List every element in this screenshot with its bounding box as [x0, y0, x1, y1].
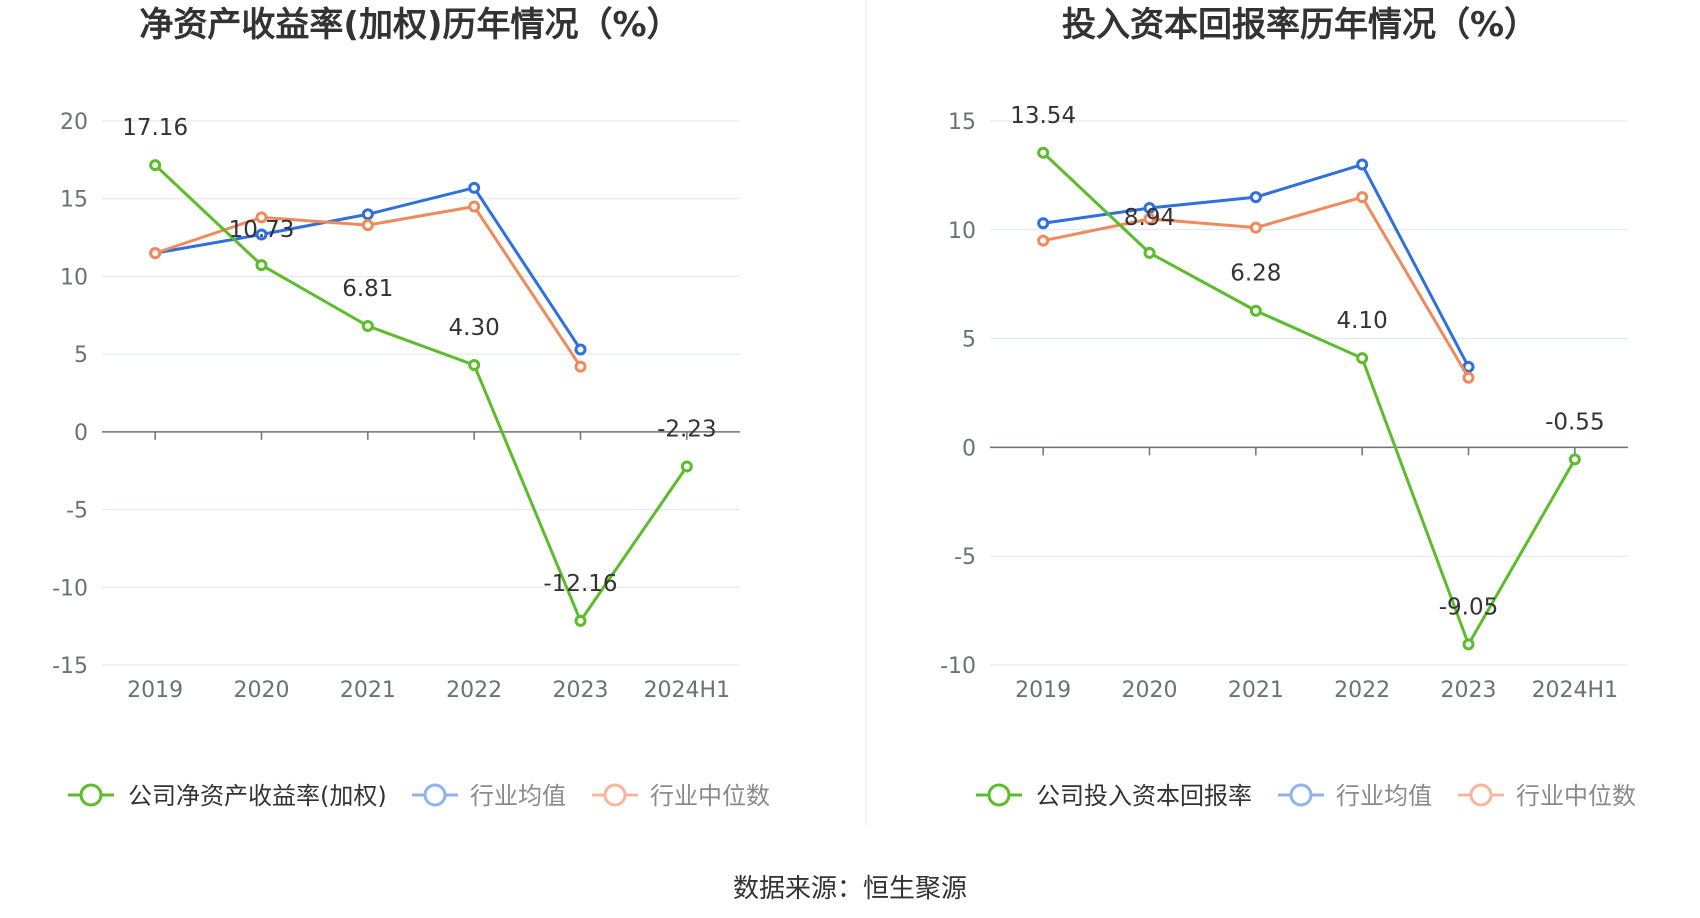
data-point [1568, 453, 1581, 466]
y-tick-label: 5 [74, 343, 88, 368]
x-tick-label: 2019 [127, 678, 183, 703]
data-label: 6.81 [342, 276, 393, 302]
data-label: 13.54 [1010, 103, 1076, 129]
data-point [149, 247, 162, 260]
data-point [1143, 202, 1156, 215]
y-tick-label: 10 [60, 265, 88, 290]
y-tick-label: 0 [962, 436, 976, 461]
data-point [255, 228, 268, 241]
data-point [680, 460, 693, 473]
data-point [1462, 371, 1475, 384]
legend-item-label: 行业均值 [470, 782, 566, 810]
x-tick-label: 2024H1 [1532, 678, 1619, 703]
legend-marker [987, 783, 1011, 807]
data-source-note: 数据来源：恒生聚源 [732, 874, 967, 904]
data-point [361, 320, 374, 333]
data-point [1143, 246, 1156, 259]
data-point [361, 208, 374, 221]
data-point [1249, 304, 1262, 317]
chart-1: 净资产收益率(加权)历年情况（%） -15 -10 -5 0 5 10 15 20 2019 202… [52, 5, 770, 810]
chart-2: 投入资本回报率历年情况（%） -10 -5 0 5 10 15 2019 2020 2021 202… [940, 5, 1636, 810]
data-point [1462, 360, 1475, 373]
x-tick-label: 2021 [1228, 678, 1284, 703]
data-point [468, 359, 481, 372]
data-label: 4.10 [1337, 308, 1388, 334]
legend-marker [423, 783, 447, 807]
data-label: 10.73 [229, 217, 295, 243]
data-point [1249, 191, 1262, 204]
y-tick-label: 15 [60, 188, 88, 213]
legend-marker [603, 783, 627, 807]
x-tick-label: 2020 [234, 678, 290, 703]
data-label: 17.16 [122, 115, 188, 141]
x-tick-label: 2023 [1441, 678, 1497, 703]
data-label: -12.16 [543, 571, 617, 597]
data-point [255, 211, 268, 224]
data-point [1356, 352, 1369, 365]
legend-marker [79, 783, 103, 807]
x-tick-label: 2024H1 [644, 678, 731, 703]
x-tick-label: 2023 [553, 678, 609, 703]
legend-marker [1469, 783, 1493, 807]
series-line [1042, 151, 1577, 646]
data-label: 4.30 [449, 315, 500, 341]
x-tick-label: 2020 [1122, 678, 1178, 703]
data-point [1249, 221, 1262, 234]
chart-title: 净资产收益率(加权)历年情况（%） [139, 5, 680, 45]
legend-item-label: 行业中位数 [650, 782, 770, 810]
data-point [1143, 212, 1156, 225]
legend-item-label: 公司投入资本回报率 [1036, 782, 1252, 810]
y-tick-label: 20 [60, 110, 88, 135]
x-tick-label: 2021 [340, 678, 396, 703]
y-tick-label: 15 [948, 110, 976, 135]
x-tick-label: 2022 [1334, 678, 1390, 703]
legend-item-label: 公司净资产收益率(加权) [128, 782, 387, 810]
data-point [468, 200, 481, 213]
x-tick-label: 2019 [1015, 678, 1071, 703]
legend-item-label: 行业均值 [1336, 782, 1432, 810]
data-point [1037, 146, 1050, 159]
series-line [154, 164, 689, 623]
y-tick-label: -10 [52, 576, 88, 601]
data-point [574, 614, 587, 627]
y-tick-label: -5 [954, 545, 976, 570]
data-label: -2.23 [657, 417, 717, 443]
data-point [1462, 638, 1475, 651]
y-tick-label: 10 [948, 219, 976, 244]
data-point [1356, 158, 1369, 171]
data-label: 6.28 [1230, 261, 1281, 287]
data-point [255, 259, 268, 272]
y-tick-label: 5 [962, 328, 976, 353]
data-point [468, 181, 481, 194]
data-point [1037, 217, 1050, 230]
data-point [149, 159, 162, 172]
y-tick-label: -5 [66, 499, 88, 524]
legend-marker [1289, 783, 1313, 807]
data-point [361, 219, 374, 232]
y-tick-label: -15 [52, 654, 88, 679]
legend-item-label: 行业中位数 [1516, 782, 1636, 810]
data-label: -9.05 [1439, 594, 1499, 620]
chart-title: 投入资本回报率历年情况（%） [1062, 5, 1538, 45]
data-label: -0.55 [1545, 409, 1605, 435]
y-tick-label: -10 [940, 654, 976, 679]
y-tick-label: 0 [74, 421, 88, 446]
data-point [1037, 234, 1050, 247]
data-point [1356, 191, 1369, 204]
x-tick-label: 2022 [446, 678, 502, 703]
data-label: 8.94 [1124, 205, 1175, 231]
data-point [574, 360, 587, 373]
data-point [574, 343, 587, 356]
